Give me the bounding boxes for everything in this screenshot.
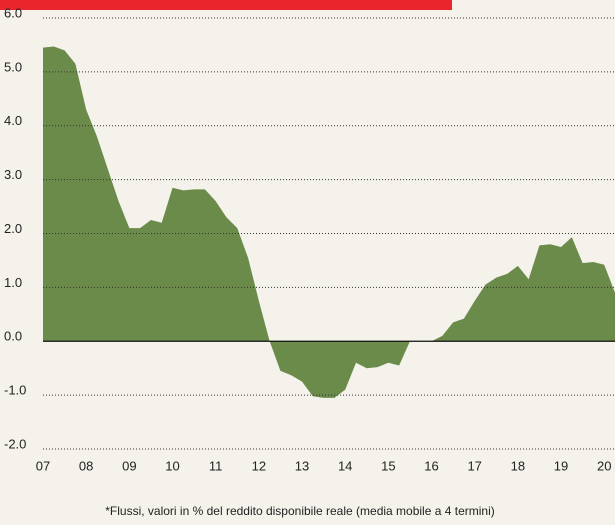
x-tick-label: 15 (381, 458, 395, 473)
footnote: *Flussi, valori in % del reddito disponi… (105, 504, 495, 518)
x-tick-label: 19 (554, 458, 568, 473)
x-tick-label: 12 (252, 458, 266, 473)
header-bar (0, 0, 452, 10)
x-tick-label: 09 (122, 458, 136, 473)
area (43, 46, 615, 398)
y-tick-label: 6.0 (4, 5, 22, 20)
x-tick-label: 18 (511, 458, 525, 473)
y-tick-label: 3.0 (4, 167, 22, 182)
y-tick-label: -1.0 (4, 383, 26, 398)
x-tick-label: 13 (295, 458, 309, 473)
x-tick-label: 16 (424, 458, 438, 473)
x-tick-label: 14 (338, 458, 352, 473)
x-tick-label: 11 (209, 458, 223, 473)
y-tick-label: 1.0 (4, 275, 22, 290)
x-tick-label: 08 (79, 458, 93, 473)
y-tick-label: 2.0 (4, 221, 22, 236)
x-tick-label: 20 (597, 458, 611, 473)
y-tick-label: 0.0 (4, 329, 22, 344)
y-tick-label: 5.0 (4, 59, 22, 74)
y-tick-label: 4.0 (4, 113, 22, 128)
x-tick-label: 17 (467, 458, 481, 473)
y-tick-label: -2.0 (4, 436, 26, 451)
x-tick-label: 10 (165, 458, 179, 473)
x-tick-label: 07 (36, 458, 50, 473)
